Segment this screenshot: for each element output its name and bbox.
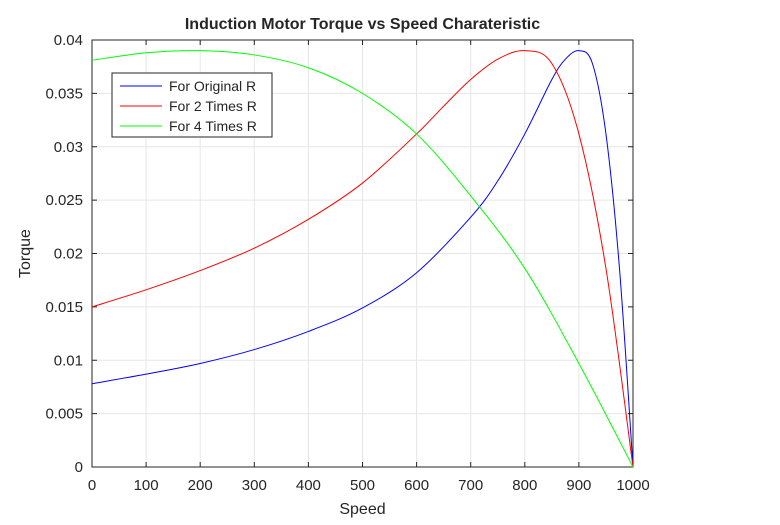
y-tick-label: 0	[75, 459, 83, 476]
y-tick-label: 0.025	[45, 192, 83, 209]
x-tick-label: 700	[458, 477, 483, 494]
x-axis-title: Speed	[339, 501, 385, 518]
chart-title: Induction Motor Torque vs Speed Charater…	[185, 16, 540, 33]
x-tick-label: 300	[242, 477, 267, 494]
y-tick-label: 0.015	[45, 299, 83, 316]
series-line-3	[91, 50, 634, 468]
x-tick-label: 200	[188, 477, 213, 494]
series-line-1	[91, 50, 634, 468]
legend-label: For 2 Times R	[169, 98, 257, 114]
x-tick-label: 900	[566, 477, 591, 494]
ticks: 0 100 200 300 400 500 600 700 800 900 1000 0 0.005 0.…	[45, 32, 649, 494]
x-tick-label: 500	[350, 477, 375, 494]
legend-label: For 4 Times R	[169, 118, 257, 134]
y-tick-label: 0.03	[54, 139, 83, 156]
series-line-2	[91, 50, 634, 468]
y-tick-label: 0.01	[54, 352, 83, 369]
x-tick-label: 0	[88, 477, 96, 494]
x-tick-label: 1000	[616, 477, 649, 494]
legend: For Original R For 2 Times R For 4 Times R	[111, 72, 273, 138]
x-tick-label: 100	[134, 477, 159, 494]
y-tick-label: 0.035	[45, 85, 83, 102]
y-tick-label: 0.02	[54, 246, 83, 263]
x-tick-label: 400	[296, 477, 321, 494]
x-tick-label: 800	[512, 477, 537, 494]
y-tick-label: 0.005	[45, 406, 83, 423]
series-lines	[91, 50, 634, 468]
x-tick-label: 600	[404, 477, 429, 494]
y-tick-label: 0.04	[54, 32, 83, 49]
y-axis-title: Torque	[17, 229, 34, 278]
legend-label: For Original R	[169, 78, 256, 94]
